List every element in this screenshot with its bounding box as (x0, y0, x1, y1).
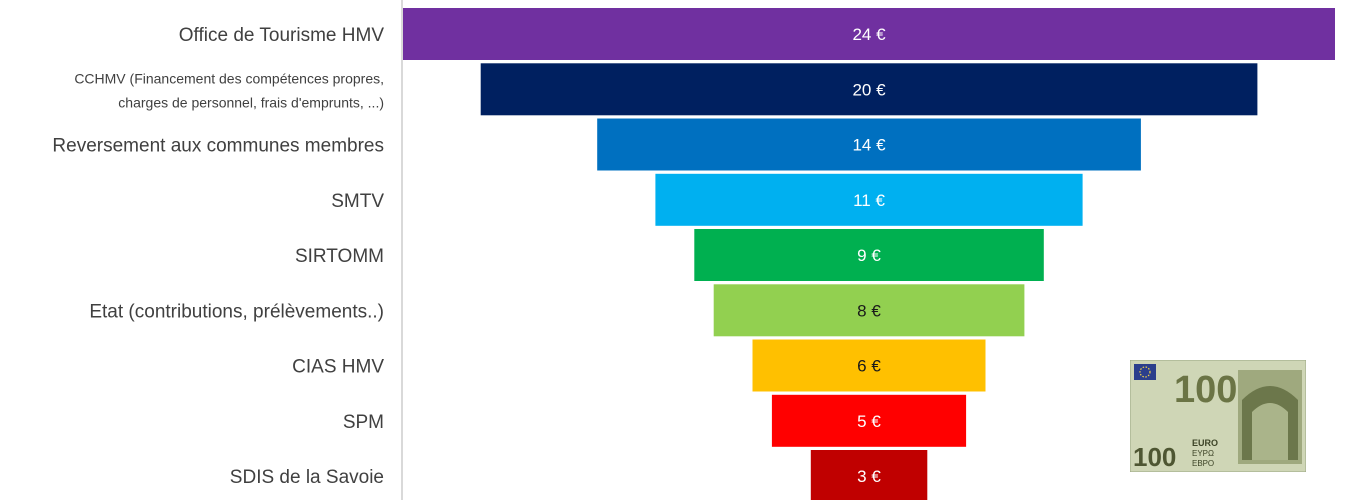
bars-group: 24 € 20 € 14 € 11 € 9 € 8 € 6 € 5 € 3 € (403, 8, 1335, 500)
bar-value-label: 8 € (857, 301, 881, 320)
bar-0 (403, 8, 1335, 60)
category-label: Reversement aux communes membres (52, 136, 384, 157)
banknote-currency-text-greek: ΕΥΡΩ (1192, 449, 1214, 458)
bar-6 (752, 339, 986, 392)
banknote-denomination-small: 100 (1133, 442, 1176, 472)
bar-value-label: 3 € (857, 467, 881, 486)
bar-1 (480, 63, 1258, 116)
category-label: SIRTOMM (295, 246, 384, 267)
bar-value-label: 11 € (853, 191, 885, 210)
bar-3 (655, 173, 1083, 226)
banknote-currency-text: EURO (1192, 438, 1218, 448)
category-label: SDIS de la Savoie (230, 467, 384, 488)
category-label: SMTV (331, 191, 384, 212)
bar-8 (810, 450, 928, 500)
bar-value-label: 24 € (852, 25, 886, 44)
banknote-denomination-large: 100 (1174, 369, 1237, 411)
banknote-100-euro: 100 100 EURO ΕΥΡΩ ЕВРО (1129, 359, 1307, 473)
category-label-line: CCHMV (Financement des compétences propr… (74, 70, 384, 86)
bar-2 (597, 118, 1141, 171)
bar-value-label: 9 € (857, 246, 881, 265)
category-label: Office de Tourisme HMV (179, 25, 385, 46)
category-label: Etat (contributions, prélèvements..) (89, 301, 384, 322)
banknote-currency-text-cyrillic: ЕВРО (1192, 459, 1214, 468)
bar-4 (694, 229, 1044, 281)
bar-5 (713, 284, 1025, 337)
category-labels-group: Office de Tourisme HMV CCHMV (Financement… (52, 25, 384, 488)
category-label: CIAS HMV (292, 357, 384, 378)
category-label: SPM (343, 412, 384, 433)
bar-value-label: 14 € (852, 136, 886, 155)
bar-value-label: 20 € (852, 80, 886, 99)
bar-7 (771, 394, 967, 447)
bar-value-label: 5 € (857, 412, 881, 431)
bar-value-label: 6 € (857, 357, 881, 376)
category-label-line: charges de personnel, frais d'emprunts, … (118, 94, 384, 110)
